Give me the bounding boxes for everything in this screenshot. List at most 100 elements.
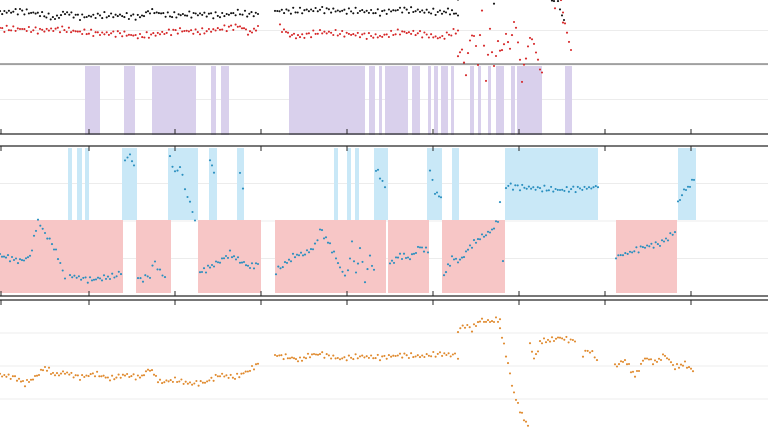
data-point [108,379,112,382]
data-point [301,33,304,36]
data-point [5,375,8,378]
data-point [385,357,388,360]
data-point [293,256,297,259]
data-point [90,28,93,31]
data-point [68,373,71,376]
data-point [303,9,306,12]
data-point [422,250,426,253]
data-point [10,11,13,14]
data-point [233,377,237,380]
shaded-region [427,148,442,220]
data-point [212,265,216,268]
data-point [361,354,364,357]
data-point [480,317,484,320]
data-point [94,278,98,281]
data-point [536,58,540,61]
data-point [173,170,177,173]
data-point [161,30,164,33]
data-point [25,8,28,11]
data-point [248,266,252,270]
data-point [546,338,550,341]
data-point [462,256,466,259]
data-point [123,159,127,162]
data-point [234,14,237,17]
data-point [34,229,38,232]
data-point [178,380,181,383]
data-point [181,12,184,16]
data-point [191,210,194,214]
data-point [643,357,647,360]
data-point [83,28,86,31]
data-point [96,31,99,34]
data-point [176,32,179,35]
data-point [138,32,142,36]
data-point [117,373,120,376]
data-point [102,374,105,377]
data-point [23,385,27,388]
data-point [374,169,378,172]
data-point [573,340,577,343]
data-point [327,30,330,33]
data-point [242,372,245,375]
data-point [619,254,622,257]
data-point [633,250,636,253]
data-point [430,12,433,15]
data-point [472,323,476,326]
data-point [283,12,286,15]
data-point [534,188,537,191]
data-point [567,40,571,43]
data-point [23,28,26,31]
shaded-region [428,66,431,135]
data-point [526,424,530,427]
data-point [323,356,326,359]
data-point [98,14,102,17]
data-point [528,36,532,39]
data-point [490,51,494,54]
data-point [183,14,187,17]
data-point [401,356,404,359]
data-point [327,354,330,357]
data-point [112,16,115,19]
data-point [252,267,256,270]
data-point [282,28,286,31]
data-point [301,254,305,257]
data-point [346,269,350,272]
data-point [532,42,536,45]
data-point [432,36,435,39]
data-point [224,254,228,258]
data-point [408,258,412,261]
data-point [316,353,320,356]
data-point [134,378,137,381]
data-point [279,267,282,270]
data-point [163,381,166,384]
data-point [452,258,456,261]
data-point [350,240,354,243]
data-point [72,29,75,32]
data-point [196,31,199,34]
data-point [332,7,335,10]
data-point [134,18,137,21]
data-point [385,33,388,36]
data-point [681,364,685,367]
data-point [587,186,591,189]
data-point [0,255,4,258]
data-point [684,188,688,192]
data-point [689,367,693,370]
data-point [68,13,71,16]
data-point [241,13,244,16]
data-point [63,372,67,375]
data-point [316,239,319,242]
data-point [130,160,134,163]
data-point [154,374,158,377]
data-point [434,13,437,16]
data-point [387,354,390,357]
data-point [242,27,246,30]
data-point [654,241,657,244]
data-point [238,171,242,174]
data-point [81,374,84,377]
data-point [430,355,433,358]
data-point [72,376,75,379]
data-point [496,320,500,323]
data-point [352,12,355,15]
data-point [396,8,399,12]
